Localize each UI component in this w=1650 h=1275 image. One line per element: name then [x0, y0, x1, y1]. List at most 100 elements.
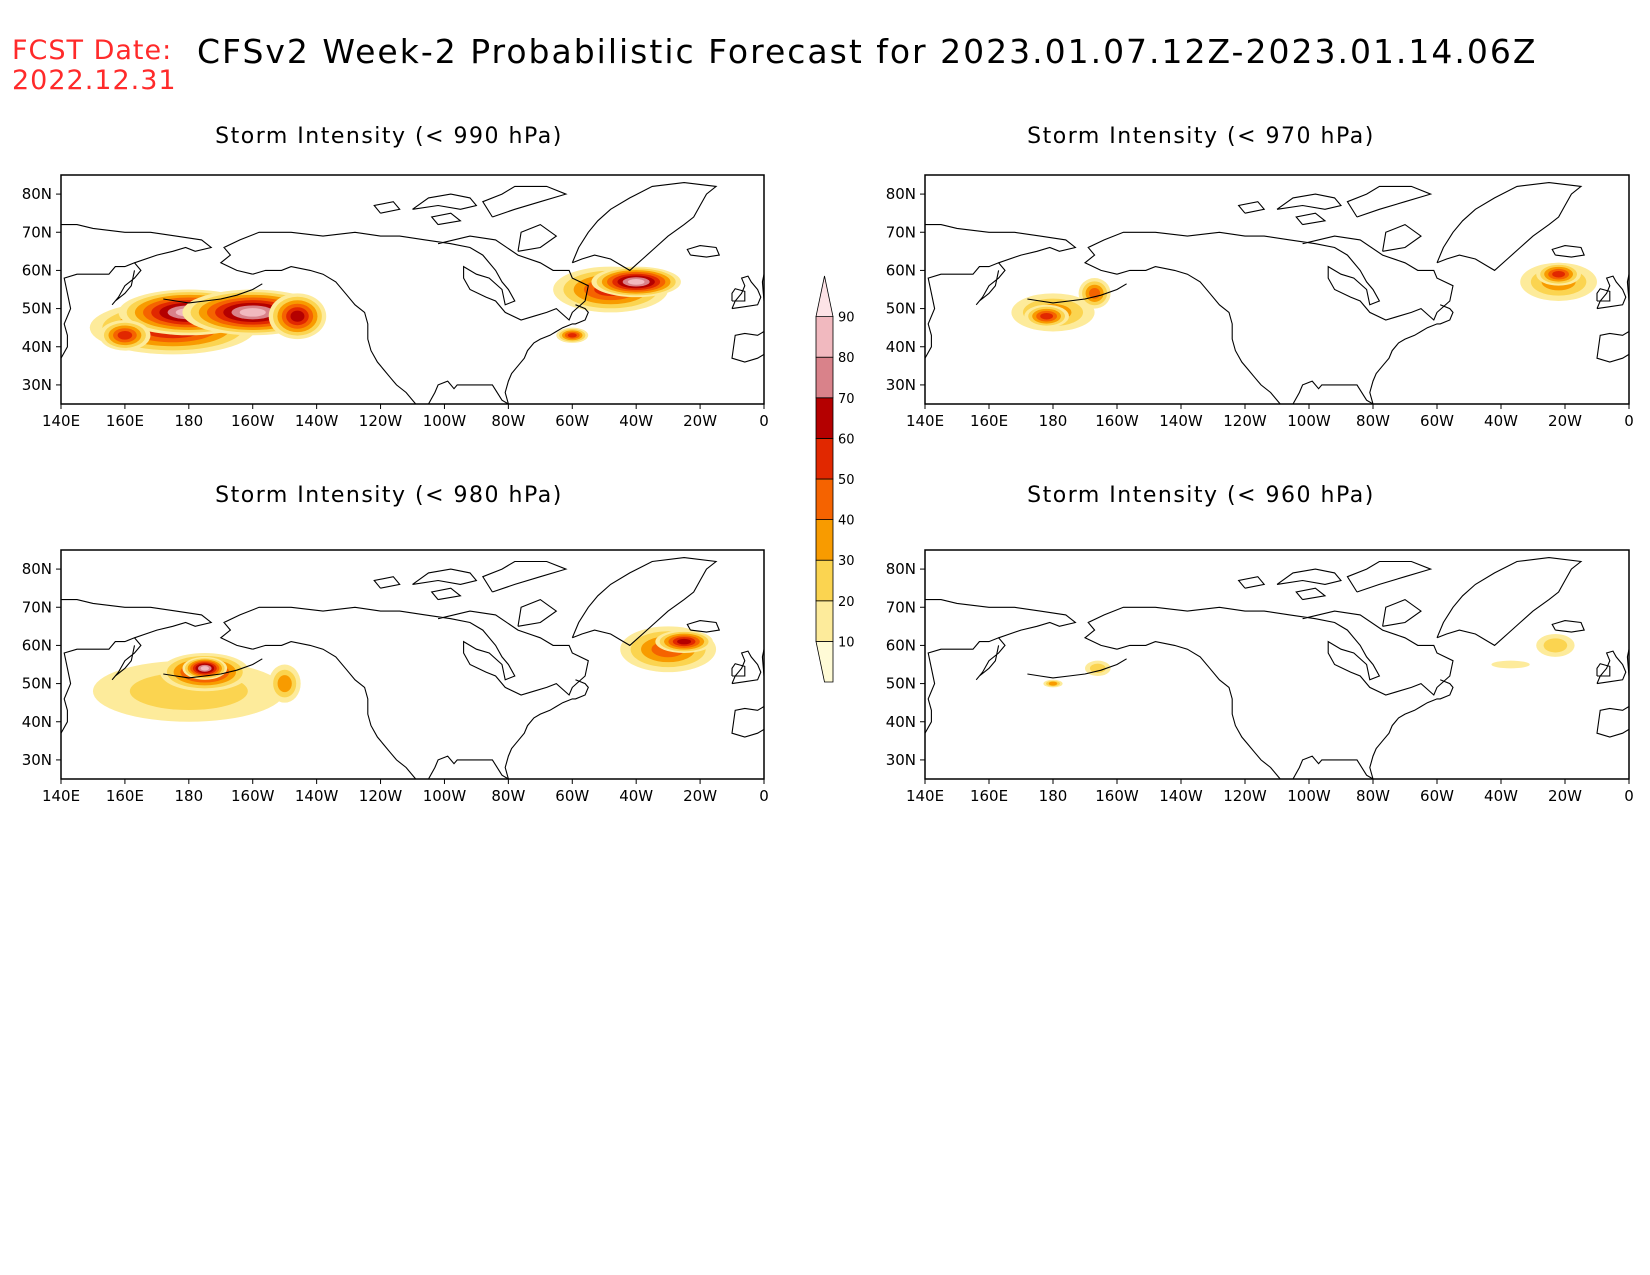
lon-tick-label: 140W: [295, 412, 339, 430]
probability-region: [268, 664, 301, 703]
probability-region: [591, 266, 681, 298]
lon-tick-label: 80W: [491, 787, 525, 805]
coastline: [1551, 620, 1585, 633]
forecast-date-label: FCST Date:: [12, 35, 173, 66]
lon-tick-label: 160E: [970, 412, 1008, 430]
colorbar-label: 80: [838, 351, 855, 366]
lat-tick-label: 80N: [22, 560, 52, 578]
map-area: [61, 175, 764, 404]
lon-tick-label: 180: [174, 787, 203, 805]
probability-region: [1536, 262, 1581, 286]
coastline: [163, 658, 263, 679]
coastline: [1083, 606, 1454, 696]
coastline: [1027, 658, 1127, 679]
coastline: [1237, 576, 1266, 589]
probability-contour: [1552, 270, 1565, 278]
lon-tick-label: 40W: [619, 787, 653, 805]
coastline: [1295, 587, 1327, 601]
lat-tick-label: 30N: [22, 376, 52, 394]
map-frame: [60, 549, 765, 780]
lon-tick-label: 0: [759, 412, 769, 430]
coastline: [731, 275, 762, 310]
lat-tick-label: 80N: [22, 185, 52, 203]
colorbar-label: 30: [838, 554, 855, 569]
coastline: [1596, 663, 1611, 677]
coastline: [1237, 201, 1266, 214]
colorbar-bin: [815, 600, 834, 642]
coastline: [1276, 193, 1342, 210]
lon-tick-label: 60W: [1420, 412, 1454, 430]
colorbar-bin: [815, 478, 834, 520]
lat-tick-label: 70N: [22, 223, 52, 241]
coastline: [731, 663, 746, 677]
map-frame: [924, 549, 1630, 780]
lat-tick-label: 50N: [886, 675, 916, 693]
lat-tick-label: 60N: [886, 636, 916, 654]
coastline: [61, 599, 213, 639]
probability-region: [1043, 679, 1063, 688]
probability-contour: [200, 666, 209, 671]
colorbar-bin: [815, 397, 834, 439]
lon-tick-label: 140W: [1159, 787, 1203, 805]
lon-tick-label: 140W: [1159, 412, 1203, 430]
coastline: [1382, 223, 1422, 252]
coastline: [1295, 212, 1327, 226]
coastline: [517, 598, 558, 627]
probability-region: [268, 293, 327, 340]
lat-tick-label: 30N: [886, 376, 916, 394]
lat-tick-label: 70N: [22, 598, 52, 616]
coastline: [731, 706, 764, 738]
coastline: [1369, 304, 1454, 404]
coastline: [430, 587, 462, 601]
probability-contour: [1089, 663, 1106, 674]
coastline: [1596, 706, 1629, 738]
coastline: [219, 606, 589, 696]
lon-tick-label: 80W: [491, 412, 525, 430]
coastline: [1083, 231, 1454, 321]
lon-tick-label: 0: [1624, 412, 1634, 430]
coastline: [1276, 568, 1342, 585]
colorbar-label: 40: [838, 514, 855, 529]
lon-tick-label: 180: [1039, 412, 1068, 430]
colorbar-label: 50: [838, 473, 855, 488]
lat-tick-label: 40N: [22, 338, 52, 356]
coastline: [373, 576, 401, 589]
forecast-date-value: 2022.12.31: [12, 65, 177, 96]
lon-tick-label: 140E: [906, 787, 944, 805]
colorbar-label: 60: [838, 432, 855, 447]
lon-tick-label: 120W: [359, 787, 403, 805]
lon-tick-label: 0: [759, 787, 769, 805]
coastline: [925, 637, 1006, 734]
probability-contour: [290, 310, 305, 322]
lat-tick-label: 80N: [886, 560, 916, 578]
map-area: [61, 550, 764, 779]
coastline: [430, 212, 462, 226]
lon-tick-label: 60W: [1420, 787, 1454, 805]
lat-tick-label: 50N: [22, 675, 52, 693]
coastline: [1292, 380, 1374, 404]
probability-contour: [117, 330, 133, 340]
colorbar-bin: [815, 519, 834, 561]
colorbar-bin: [815, 559, 834, 602]
coastline: [686, 620, 721, 633]
coastline: [219, 231, 589, 321]
coastline: [1551, 245, 1585, 258]
probability-region: [1536, 633, 1575, 657]
colorbar-bin: [815, 356, 834, 399]
probability-contour: [277, 675, 292, 693]
lon-tick-label: 60W: [555, 412, 589, 430]
lon-tick-label: 160E: [970, 787, 1008, 805]
coastline: [1346, 185, 1433, 218]
coastline: [504, 304, 589, 404]
coastline: [571, 557, 718, 647]
lon-tick-label: 140W: [295, 787, 339, 805]
map-background: [925, 175, 1629, 404]
probability-region: [99, 320, 151, 351]
coastline: [481, 185, 568, 218]
map-panel-2: 140E 160E 180 160W 140W 120W 100W 80W 60W 40W 20W 0…: [22, 549, 769, 805]
panel-title-980: Storm Intensity (< 980 hPa): [215, 483, 563, 508]
lon-tick-label: 20W: [1548, 412, 1582, 430]
lon-tick-label: 80W: [1356, 787, 1390, 805]
lon-tick-label: 100W: [1287, 787, 1331, 805]
